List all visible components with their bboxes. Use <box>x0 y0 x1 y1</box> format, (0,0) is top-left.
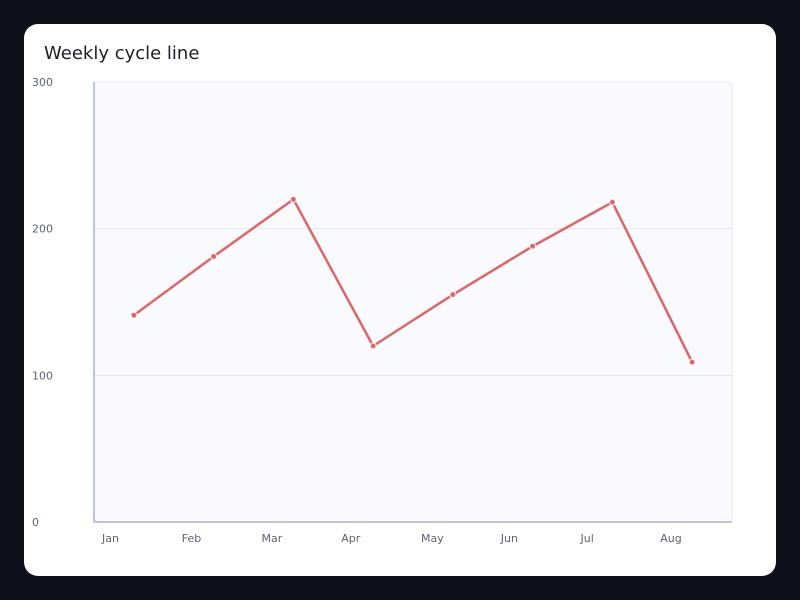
series-layer <box>130 195 696 366</box>
x-axis-ticks: Jan Feb Mar Apr May Jun Jul Aug <box>101 532 682 545</box>
x-tick-label: Aug <box>660 532 681 545</box>
x-tick-label: May <box>421 532 444 545</box>
line-chart: 0 100 200 300 Jan Feb Mar Apr May Jun Jul Aug <box>32 76 733 545</box>
data-point <box>529 242 537 250</box>
data-point <box>449 291 457 299</box>
data-point <box>688 358 696 366</box>
x-tick-label: Jul <box>580 532 594 545</box>
data-point <box>130 311 138 319</box>
y-axis-ticks: 0 100 200 300 <box>32 76 53 529</box>
data-point <box>289 195 297 203</box>
data-point <box>210 253 218 261</box>
x-tick-label: Jun <box>500 532 518 545</box>
chart-card: Weekly cycle line 0 100 200 300 Jan Feb Mar Ap… <box>24 24 776 576</box>
y-tick-label: 100 <box>32 369 53 382</box>
y-tick-label: 0 <box>32 516 39 529</box>
series-line <box>133 198 694 363</box>
x-tick-label: Apr <box>341 532 361 545</box>
x-tick-label: Mar <box>262 532 283 545</box>
chart-title: Weekly cycle line <box>44 43 200 64</box>
x-tick-label: Jan <box>101 532 119 545</box>
y-tick-label: 200 <box>32 223 53 236</box>
x-tick-label: Feb <box>182 532 201 545</box>
data-point <box>608 198 616 206</box>
axes <box>93 82 732 523</box>
y-tick-label: 300 <box>32 76 53 89</box>
plot-area <box>93 81 733 523</box>
data-point <box>369 342 377 350</box>
